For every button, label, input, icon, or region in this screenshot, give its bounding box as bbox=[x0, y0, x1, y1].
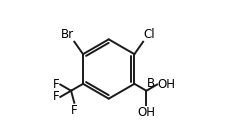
Text: Br: Br bbox=[61, 28, 74, 41]
Text: OH: OH bbox=[138, 106, 156, 119]
Text: B: B bbox=[147, 77, 155, 90]
Text: Cl: Cl bbox=[144, 28, 155, 41]
Text: OH: OH bbox=[158, 78, 176, 91]
Text: F: F bbox=[53, 90, 60, 104]
Text: F: F bbox=[71, 104, 78, 117]
Text: F: F bbox=[53, 78, 60, 91]
